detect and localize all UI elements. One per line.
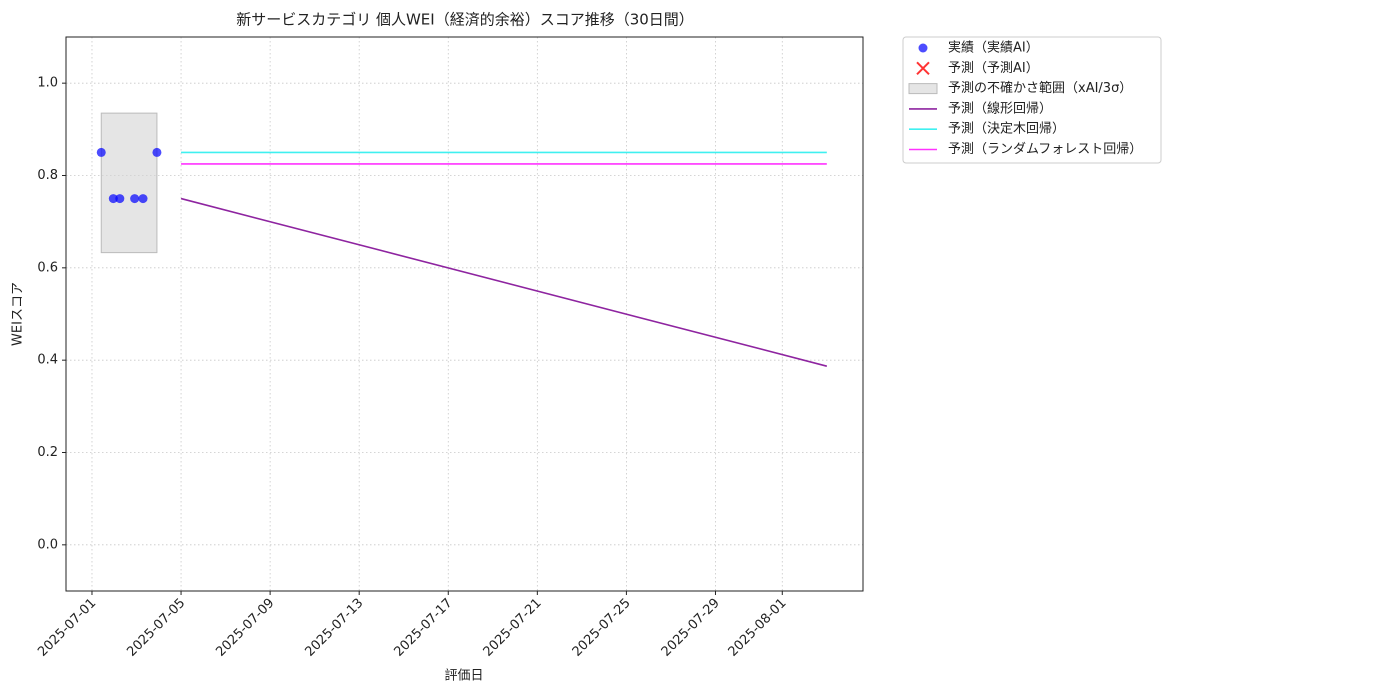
y-tick-label: 0.4 [37, 353, 58, 368]
y-tick-label: 0.8 [37, 168, 58, 183]
legend-label: 予測（決定木回帰） [948, 121, 1065, 137]
legend-label: 実績（実績AI） [948, 40, 1039, 56]
point [96, 147, 106, 157]
y-tick-label: 0.2 [37, 445, 58, 460]
x-tick-label: 2025-07-13 [302, 596, 366, 660]
legend-swatch [918, 43, 928, 53]
x-axis-label: 評価日 [444, 669, 483, 684]
x-tick-label: 2025-07-21 [481, 596, 545, 660]
point [115, 194, 125, 204]
x-tick-label: 2025-07-09 [213, 596, 277, 660]
x-tick-label: 2025-08-01 [726, 596, 790, 660]
legend-label: 予測の不確かさ範囲（xAI/3σ） [948, 80, 1132, 96]
y-tick-label: 0.6 [37, 260, 58, 275]
y-axis-label: WEIスコア [11, 282, 26, 346]
point [152, 147, 162, 157]
x-tick-label: 2025-07-29 [659, 596, 723, 660]
plot-frame [65, 36, 864, 592]
y-tick-label: 0.0 [37, 537, 58, 552]
y-tick-label: 1.0 [37, 76, 58, 91]
point [138, 194, 148, 204]
legend-swatch [908, 83, 938, 95]
point [108, 194, 118, 204]
point [130, 194, 140, 204]
chart-title: 新サービスカテゴリ 個人WEI（経済的余裕）スコア推移（30日間） [236, 11, 694, 29]
x-tick-label: 2025-07-17 [392, 596, 456, 660]
legend-label: 予測（線形回帰） [948, 100, 1052, 116]
legend-swatch [916, 61, 930, 76]
x-tick-label: 2025-07-25 [570, 596, 634, 660]
uncertainty-band [100, 112, 158, 254]
legend-label: 予測（予測AI） [948, 61, 1039, 76]
legend-box [902, 36, 1162, 164]
x-tick-label: 2025-07-05 [124, 596, 188, 660]
line [180, 197, 828, 367]
legend-label: 予測（ランダムフォレスト回帰） [948, 141, 1142, 157]
x-tick-label: 2025-07-01 [35, 596, 99, 660]
